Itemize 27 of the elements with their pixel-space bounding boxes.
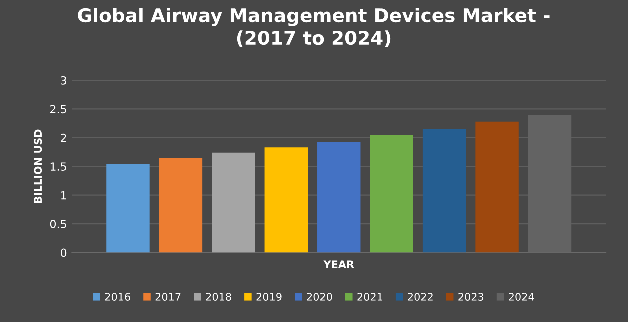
y-tick-label: 2.5 (50, 105, 66, 114)
legend-label: 2022 (408, 293, 433, 301)
bar (212, 152, 256, 253)
chart-title: Global Airway Management Devices Market - (2017 to 2024) (78, 8, 550, 48)
y-tick-label: 0.5 (50, 220, 66, 228)
bar (318, 142, 361, 253)
legend-label: 2016 (105, 293, 130, 301)
bar (476, 122, 519, 253)
legend-label: 2021 (358, 293, 382, 301)
legend-label: 2019 (256, 293, 282, 301)
bar (159, 158, 203, 253)
y-tick-label: 3 (61, 76, 66, 85)
bar (106, 164, 150, 253)
legend-label: 2020 (307, 293, 332, 301)
y-tick-label: 0 (61, 248, 67, 258)
legend-label: 2024 (509, 293, 534, 301)
bar (370, 135, 414, 253)
bar (264, 148, 308, 253)
y-tick-label: 1.5 (50, 162, 66, 172)
y-tick-label: 1 (62, 191, 66, 200)
bar (422, 129, 466, 253)
legend-label: 2017 (156, 293, 181, 301)
legend-label: 2018 (206, 293, 232, 301)
legend-label: 2023 (458, 293, 484, 301)
y-axis-title: BILLION USD (34, 130, 42, 204)
y-tick-label: 2 (61, 134, 66, 142)
x-axis-title: YEAR (324, 260, 354, 268)
